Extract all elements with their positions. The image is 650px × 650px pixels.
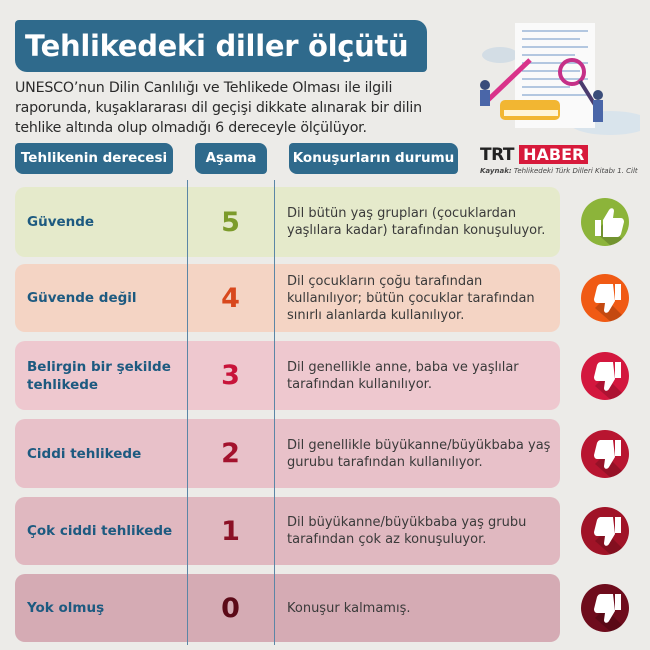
status-text: Dil genellikle anne, baba ve yaşlılar ta… (287, 359, 519, 392)
status-text: Dil genellikle büyükanne/büyükbaba yaş g… (287, 437, 551, 470)
table-row: Belirgin bir şekilde tehlikede 3 Dil gen… (15, 341, 560, 410)
source-label: Kaynak: (480, 167, 512, 175)
status-text: Dil bütün yaş grupları (çocuklardan yaşl… (287, 206, 546, 238)
header-status: Konuşurların durumu (289, 143, 458, 174)
thumbs-down-icon (581, 507, 629, 555)
table-row: Ciddi tehlikede 2 Dil genellikle büyükan… (15, 419, 560, 488)
logo-trt: TRT (480, 145, 515, 165)
thumbs-down-icon (581, 351, 629, 400)
thumbs-down-icon (581, 429, 629, 478)
degree-label: Güvende (27, 214, 95, 230)
intro-text: UNESCO’nun Dilin Canlılığı ve Tehlikede … (15, 80, 422, 136)
stage-number: 5 (221, 206, 240, 238)
stage-number: 3 (221, 360, 240, 391)
thumbs-up-icon (581, 198, 629, 246)
source-text: Tehlikedeki Türk Dilleri Kitabı 1. Cilt (513, 167, 638, 175)
stage-number: 2 (221, 438, 240, 469)
status-text: Konuşur kalmamış. (287, 600, 411, 616)
stage-number: 0 (221, 592, 240, 624)
header-stage: Aşama (195, 143, 267, 174)
thumbs-down-icon (581, 584, 629, 632)
degree-label: Güvende değil (27, 290, 137, 306)
source-note: Kaynak: Tehlikedeki Türk Dilleri Kitabı … (480, 167, 638, 175)
page-title: Tehlikedeki diller ölçütü (15, 20, 427, 72)
degree-label: Ciddi tehlikede (27, 445, 142, 462)
degree-label: Yok olmuş (27, 600, 105, 616)
status-text: Dil çocukların çoğu tarafından kullanılı… (287, 273, 535, 323)
status-text: Dil büyükanne/büyükbaba yaş grubu tarafı… (287, 515, 527, 547)
table-row: Güvende 5 Dil bütün yaş grupları (çocukl… (15, 187, 560, 257)
header-degree: Tehlikenin derecesi (15, 143, 173, 174)
stage-number: 1 (221, 515, 240, 547)
stage-number: 4 (221, 282, 240, 314)
column-divider (274, 180, 275, 645)
illustration (480, 23, 640, 135)
thumbs-down-icon (581, 274, 629, 322)
column-divider (187, 180, 188, 645)
degree-label: Belirgin bir şekilde tehlikede (27, 358, 171, 393)
table-row: Güvende değil 4 Dil çocukların çoğu tara… (15, 264, 560, 332)
trt-haber-logo: TRT HABER Kaynak: Tehlikedeki Türk Dille… (480, 145, 638, 175)
degree-label: Çok ciddi tehlikede (27, 523, 173, 539)
logo-haber: HABER (519, 145, 589, 164)
table-row: Yok olmuş 0 Konuşur kalmamış. (15, 574, 560, 642)
table-row: Çok ciddi tehlikede 1 Dil büyükanne/büyü… (15, 497, 560, 565)
